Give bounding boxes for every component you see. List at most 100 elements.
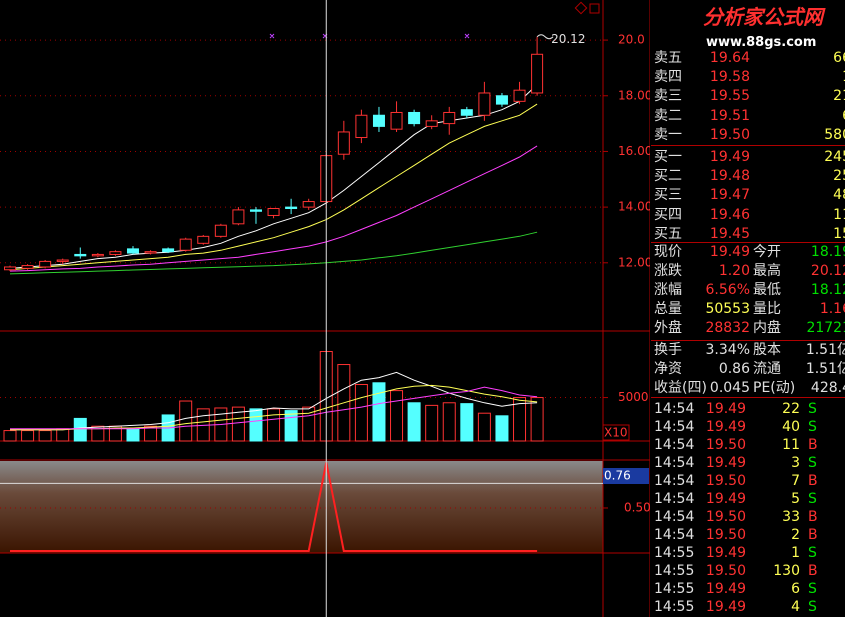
watermark-url: www.88gs.com (706, 35, 817, 50)
candle-body (21, 265, 34, 269)
quote-label: 涨跌 (654, 263, 682, 279)
volume-bar (495, 415, 509, 442)
book-volume: 48 (833, 187, 845, 204)
quote-panel: 分析家公式网 www.88gs.com 卖五19.6466卖四19.581卖三1… (651, 0, 845, 617)
window-icon[interactable] (589, 3, 600, 14)
trade-price: 19.50 (705, 473, 746, 489)
y-tick-label: 16.00 (618, 144, 650, 158)
candle-body (460, 109, 473, 116)
trade-volume: 22 (782, 401, 800, 417)
trade-volume: 33 (782, 509, 800, 525)
book-volume: 11 (833, 206, 845, 223)
book-label: 买一 (654, 149, 682, 165)
book-label: 卖二 (654, 107, 682, 124)
book-label: 买五 (654, 225, 682, 242)
volume-bar (91, 425, 105, 442)
candle-body (390, 111, 403, 130)
trade-side: S (808, 491, 817, 507)
quote-label: 涨幅 (654, 282, 682, 298)
trade-side: S (808, 455, 817, 471)
candle-body (74, 253, 87, 257)
trade-volume: 40 (782, 419, 800, 435)
candle-body (531, 53, 544, 94)
book-volume: 15 (833, 225, 845, 242)
quote-value: 28832 (705, 320, 750, 336)
trade-side: B (808, 527, 818, 543)
book-label: 买三 (654, 187, 682, 204)
volume-bar (249, 408, 263, 442)
quote-value: 1.51亿 (805, 361, 845, 377)
series-line (9, 84, 538, 269)
book-price: 19.58 (709, 69, 750, 86)
trade-time: 14:54 (654, 437, 695, 453)
series-line (10, 386, 538, 430)
quote-value: 0.86 (718, 361, 750, 377)
quote-label: 总量 (654, 301, 682, 317)
trade-time: 14:54 (654, 473, 695, 489)
separator (651, 145, 845, 146)
trade-time: 14:55 (654, 545, 695, 561)
watermark-name: 分析家公式网 (703, 5, 823, 29)
candle-body (408, 111, 421, 125)
candle-body (372, 114, 385, 127)
volume-bar (3, 430, 17, 442)
quote-value: 21721 (806, 320, 845, 336)
high-annotation: 20.12 (551, 32, 585, 46)
indicator-background (0, 461, 603, 553)
trade-time: 14:55 (654, 599, 695, 615)
book-volume: 1 (842, 68, 845, 86)
candle-body (249, 209, 262, 212)
trade-volume: 11 (782, 437, 800, 453)
trade-volume: 2 (791, 527, 800, 543)
trade-side: B (808, 437, 818, 453)
candle-body (144, 251, 157, 254)
trade-price: 19.49 (705, 419, 746, 435)
candle-body (302, 201, 315, 208)
quote-value: 19.49 (709, 244, 750, 260)
volume-bar (38, 430, 52, 442)
candle-body (495, 95, 508, 105)
trade-side: B (808, 473, 818, 489)
candle-body (4, 266, 16, 271)
window-icon[interactable] (574, 1, 588, 15)
trade-side: B (808, 509, 818, 525)
volume-bar (126, 428, 140, 442)
trade-time: 14:55 (654, 563, 695, 579)
quote-label: PE(动) (753, 380, 796, 396)
candle-body (355, 114, 368, 139)
quote-label: 最低 (753, 282, 781, 298)
trade-side: S (808, 581, 817, 597)
book-price: 19.46 (709, 206, 750, 223)
trade-price: 19.50 (705, 437, 746, 453)
y-tick-label: 20.0 (618, 33, 645, 47)
book-volume: 25 (833, 168, 845, 185)
book-price: 19.49 (709, 149, 750, 165)
trade-volume: 130 (773, 563, 800, 579)
volume-bar (354, 384, 368, 442)
volume-bar (425, 404, 439, 442)
quote-label: 流通 (753, 361, 781, 377)
candle-body (197, 235, 210, 244)
candle-body (39, 260, 52, 268)
current-value-box (603, 468, 649, 485)
candle-body (56, 259, 69, 262)
trade-volume: 5 (791, 491, 800, 507)
trade-side: B (808, 563, 818, 579)
book-price: 19.64 (709, 50, 750, 66)
quote-value: 428.4 (810, 380, 845, 396)
book-label: 买二 (654, 168, 682, 185)
trade-time: 14:54 (654, 419, 695, 435)
volume-bar (372, 382, 386, 442)
quote-label: 内盘 (753, 320, 781, 336)
quote-value: 18.12 (810, 282, 845, 298)
current-value-label: 0.76 (604, 469, 631, 483)
trade-price: 19.49 (705, 545, 746, 561)
candle-body (285, 206, 298, 210)
scale-label-box (602, 424, 630, 441)
trade-price: 19.50 (705, 563, 746, 579)
trade-time: 14:54 (654, 509, 695, 525)
book-price: 19.55 (709, 88, 750, 105)
candle-body (443, 111, 456, 125)
volume-bar (179, 400, 193, 442)
quote-value: 1.16 (819, 301, 845, 317)
